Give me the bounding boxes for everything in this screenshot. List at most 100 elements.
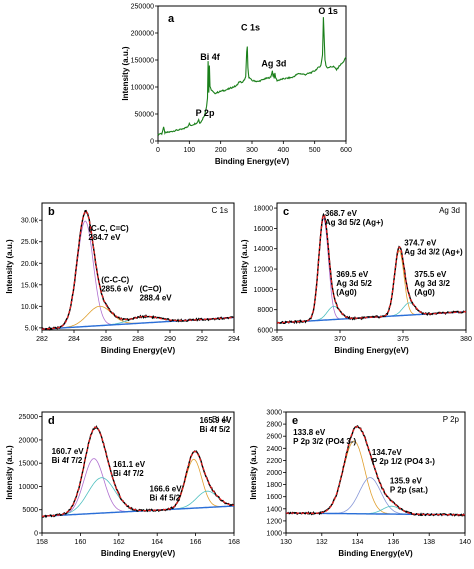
y-tick-label: 16000 — [254, 226, 274, 233]
x-tick-label: 600 — [340, 147, 352, 154]
panel-d: 158 160 162 164 166 168 0 5000 10000 15000 20000 25… — [5, 411, 240, 558]
x-tick-label: 286 — [100, 336, 112, 343]
raw-data-line — [276, 212, 467, 325]
peak-annotation: 374.7 eV Ag 3d 3/2 (Ag+) — [404, 239, 463, 257]
x-tick-label: 400 — [277, 147, 289, 154]
x-tick-label: 200 — [215, 147, 227, 154]
peak-annotation-line: 160.7 eV — [52, 447, 85, 456]
y-tick-label: 25000 — [19, 414, 39, 421]
peak-annotation-line: (Ag0) — [336, 288, 357, 297]
x-axis-label: Binding Energy(eV) — [215, 157, 290, 166]
peak-annotation-line: 368.7 eV — [325, 209, 358, 218]
peak-annotation: O 1s — [318, 6, 338, 16]
peak-annotation: (C-C, C=C) 284.7 eV — [88, 224, 129, 242]
peak-annotation-line: 135.9 eV — [390, 476, 423, 485]
x-axis-label: Binding Energy(eV) — [334, 346, 409, 355]
y-tick-label: 150000 — [131, 58, 154, 65]
panel-e: 130 132 134 136 138 140 1000 1200 1400 1600 1800 20… — [249, 410, 471, 559]
peak-annotation-line: P 2p 1/2 (PO4 3-) — [372, 457, 435, 466]
y-tick-label: 15.0k — [21, 282, 39, 289]
panel-a: 0 100 200 300 400 500 600 0 50000 100000 150000 200… — [121, 4, 352, 167]
fit-envelope-line — [42, 426, 235, 517]
plot-frame — [41, 202, 235, 331]
y-tick-label: 1800 — [266, 482, 282, 489]
peak-annotation: 133.8 eV P 2p 3/2 (PO4 3-) — [293, 428, 356, 446]
peak-annotation-line: P 2p 3/2 (PO4 3-) — [293, 437, 356, 446]
peak-annotation-line: Bi 4f 7/2 — [52, 456, 83, 465]
x-axis-label: Binding Energy(eV) — [101, 549, 176, 558]
y-tick-label: 6000 — [257, 328, 273, 335]
x-tick-label: 282 — [36, 336, 48, 343]
peak-annotation: 134.7eV P 2p 1/2 (PO4 3-) — [372, 448, 435, 466]
y-tick-label: 3000 — [266, 410, 282, 417]
peak-annotation-line: 161.1 eV — [113, 460, 146, 469]
y-tick-label: 10.0k — [21, 304, 39, 311]
y-tick-label: 1400 — [266, 506, 282, 513]
x-tick-label: 136 — [388, 539, 400, 546]
plot-frame — [276, 202, 467, 331]
peak-annotation-line: 374.7 eV — [404, 239, 437, 248]
x-tick-label: 140 — [459, 539, 471, 546]
peak-annotation-line: Bi 4f 7/2 — [113, 469, 144, 478]
y-tick-label: 50000 — [135, 112, 155, 119]
y-tick-label: 2000 — [266, 470, 282, 477]
peak-annotation-line: 369.5 eV — [336, 270, 369, 279]
fit-envelope-line — [286, 426, 466, 516]
y-tick-label: 2200 — [266, 458, 282, 465]
peak-annotation-line: (C=O) — [140, 284, 162, 293]
peak-annotation-line: Ag 3d 5/2 (Ag+) — [325, 218, 384, 227]
y-tick-label: 0 — [150, 139, 154, 146]
x-tick-label: 288 — [132, 336, 144, 343]
survey-series-line — [157, 17, 347, 136]
y-tick-label: 20000 — [19, 437, 39, 444]
peak-annotation-line: Ag 3d 3/2 (Ag+) — [404, 248, 463, 257]
x-tick-label: 160 — [75, 539, 87, 546]
x-tick-label: 166 — [190, 539, 202, 546]
y-tick-label: 250000 — [131, 4, 154, 11]
y-tick-label: 8000 — [257, 307, 273, 314]
x-tick-label: 370 — [334, 336, 346, 343]
peak-annotation-line: 284.7 eV — [88, 233, 121, 242]
peak-annotation-line: Ag 3d 3/2 — [414, 279, 450, 288]
peak-annotation: 165.9 eV Bi 4f 5/2 — [199, 416, 232, 434]
fit-envelope-line — [42, 210, 235, 330]
peak-annotation-line: (C-C, C=C) — [88, 224, 129, 233]
peak-annotation: P 2p — [196, 108, 215, 118]
fit-envelope-line — [276, 214, 467, 324]
y-tick-label: 18000 — [254, 206, 274, 213]
x-tick-label: 168 — [228, 539, 240, 546]
peak-annotation: 368.7 eV Ag 3d 5/2 (Ag+) — [325, 209, 384, 227]
x-tick-label: 380 — [460, 336, 472, 343]
peak-annotation-line: 285.6 eV — [101, 285, 134, 294]
y-tick-label: 0 — [34, 531, 38, 538]
raw-data-line — [41, 209, 235, 331]
y-tick-label: 1600 — [266, 494, 282, 501]
core-level-label: P 2p — [443, 415, 460, 424]
peak-annotation: 369.5 eV Ag 3d 5/2 (Ag0) — [336, 270, 372, 297]
peak-annotation-line: 133.8 eV — [293, 428, 326, 437]
x-tick-label: 100 — [183, 147, 195, 154]
y-axis-label: Intensity (a.u.) — [240, 239, 249, 294]
peak-annotation-line: P 2p (sat.) — [390, 485, 428, 494]
x-tick-label: 162 — [113, 539, 125, 546]
x-tick-label: 0 — [156, 147, 160, 154]
y-tick-label: 2400 — [266, 446, 282, 453]
y-tick-label: 1200 — [266, 518, 282, 525]
y-tick-label: 30.0k — [21, 218, 39, 225]
y-tick-label: 5.0k — [25, 325, 39, 332]
x-axis-label: Binding Energy(eV) — [101, 346, 176, 355]
x-axis-label: Binding Energy(eV) — [338, 549, 413, 558]
y-axis-label: Intensity (a.u.) — [5, 239, 14, 294]
core-level-label: Ag 3d — [439, 206, 460, 215]
x-tick-label: 158 — [36, 539, 48, 546]
panel-label: c — [283, 206, 289, 218]
peak-annotation-line: 375.5 eV — [414, 270, 447, 279]
peak-annotation-line: 288.4 eV — [140, 293, 173, 302]
y-tick-label: 5000 — [22, 507, 38, 514]
panel-b: 282 284 286 288 290 292 294 5.0k 10.0k 15.0k 20.0k… — [5, 202, 240, 355]
y-tick-label: 25.0k — [21, 239, 39, 246]
x-tick-label: 294 — [228, 336, 240, 343]
peak-annotation-line: Bi 4f 5/2 — [199, 425, 230, 434]
fit-component-line — [286, 477, 466, 516]
peak-annotation: Ag 3d — [261, 58, 286, 68]
